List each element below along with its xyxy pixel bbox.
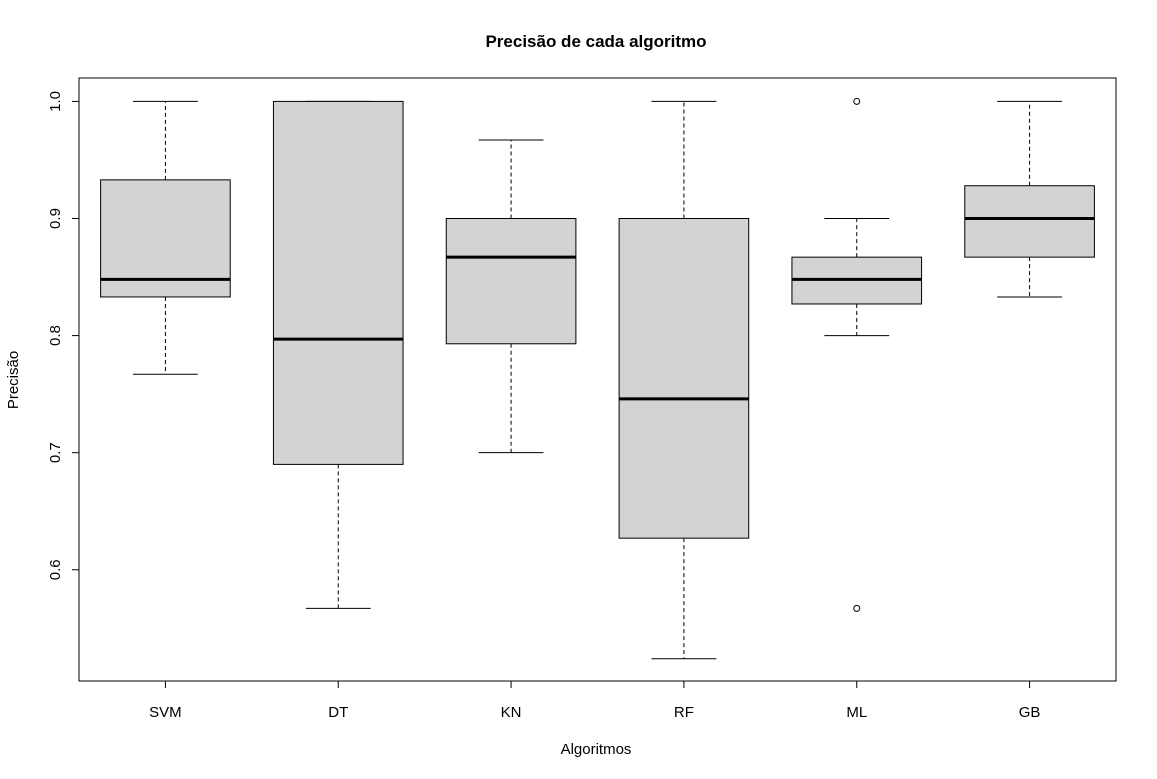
x-tick-label: RF xyxy=(674,704,694,721)
y-tick-label: 0.6 xyxy=(47,559,64,580)
iqr-box xyxy=(964,185,1095,258)
box-ml xyxy=(791,97,923,612)
iqr-box xyxy=(272,100,404,465)
box-rf xyxy=(618,100,750,660)
outlier-point xyxy=(853,604,861,612)
plot-frame xyxy=(78,77,1117,682)
box-gb xyxy=(964,100,1095,298)
x-tick-label: DT xyxy=(328,704,348,721)
box-svm xyxy=(100,100,231,375)
y-tick-label: 0.9 xyxy=(47,208,64,229)
box-dt xyxy=(272,100,404,609)
x-axis-label: Algoritmos xyxy=(561,741,632,758)
y-axis-label: Precisão xyxy=(5,351,22,409)
outlier-point xyxy=(853,97,861,105)
x-tick-label: SVM xyxy=(149,704,182,721)
y-axis: 0.6 0.7 0.8 0.9 1.0 xyxy=(47,91,80,580)
x-tick-label: ML xyxy=(846,704,867,721)
x-tick-label: GB xyxy=(1019,704,1041,721)
iqr-box xyxy=(445,218,577,345)
iqr-box xyxy=(618,218,750,539)
y-tick-label: 0.7 xyxy=(47,442,64,463)
y-tick-label: 1.0 xyxy=(47,91,64,112)
chart-title: Precisão de cada algoritmo xyxy=(485,32,706,51)
y-tick-label: 0.8 xyxy=(47,325,64,346)
boxes-group xyxy=(100,97,1095,660)
iqr-box xyxy=(100,179,231,298)
x-axis: SVM DT KN RF ML GB xyxy=(149,681,1040,721)
box-kn xyxy=(445,139,577,454)
x-tick-label: KN xyxy=(501,704,522,721)
